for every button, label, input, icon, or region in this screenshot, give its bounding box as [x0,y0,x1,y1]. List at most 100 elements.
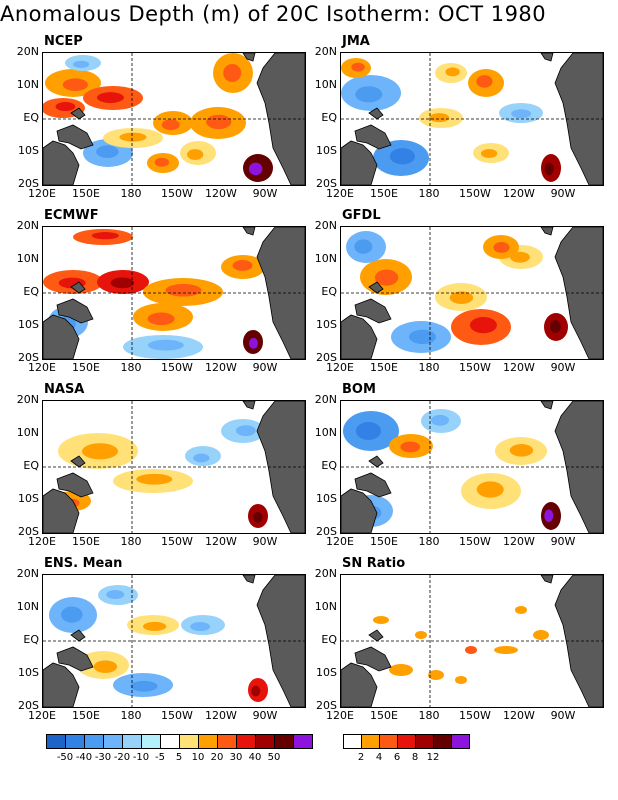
anomaly-contour-core [445,67,460,77]
y-tick-label: 20S [316,177,337,190]
panel-title: ECMWF [44,208,99,223]
colorbar-swatch [199,735,218,748]
anomaly-contour-core [62,78,88,91]
land-mass [540,53,554,62]
y-tick-label: 10S [316,318,337,331]
land-mass [56,472,94,498]
anomaly-contour-core [161,119,180,131]
land-mass [70,629,86,642]
anomaly-contour-core [511,109,532,119]
land-mass [70,455,86,468]
y-tick-label: 20N [16,567,39,580]
colorbar-swatch [161,735,180,748]
y-tick-label: EQ [23,459,39,472]
anomaly-contour-core [544,162,554,176]
colorbar-label: 5 [175,752,183,763]
map-field [341,401,603,533]
x-tick-label: 150E [72,709,100,722]
y-tick-label: 20S [18,699,39,712]
x-tick-label: 180 [120,709,142,722]
anomaly-contour [515,606,527,614]
anomaly-contour [465,646,477,654]
map-field [341,53,603,185]
colorbar-label: 2 [357,752,365,763]
anomaly-contour-core [206,114,232,130]
x-tick-label: 150W [161,187,193,200]
map-field [43,53,305,185]
anomaly-contour-core [232,260,253,271]
anomaly-contour-core [147,312,175,326]
y-tick-label: EQ [321,459,337,472]
colorbar-label: -10 [132,752,150,763]
anomaly-contour-core [81,443,118,460]
land-mass [43,488,80,533]
x-tick-label: 90W [252,709,278,722]
colorbar-swatch [434,735,452,748]
anomaly-contour-core [351,62,365,72]
anomaly-contour-core [253,511,263,523]
anomaly-contour [428,670,444,680]
x-tick-label: 120W [503,361,535,374]
x-tick-label: 150E [370,709,398,722]
y-tick-label: 10N [314,252,337,265]
y-tick-label: 20N [314,45,337,58]
colorbar-label: -20 [113,752,131,763]
y-tick-label: 10N [16,78,39,91]
x-tick-label: 150W [459,187,491,200]
map-field [43,575,305,707]
x-tick-label: 120E [326,361,354,374]
anomaly-contour-core [187,149,204,160]
map-panel [42,400,306,534]
land-mass [341,314,378,359]
x-tick-label: 90W [252,535,278,548]
anomaly-contour-core [248,337,258,349]
anomaly-contour-core [154,157,170,167]
anomaly-contour-core [431,414,450,426]
y-tick-label: 10S [18,318,39,331]
colorbar-swatch [416,735,434,748]
panel-title: NCEP [44,34,83,49]
colorbar-label: -5 [155,752,165,763]
y-tick-label: 10S [18,144,39,157]
anomaly-contour-core [449,291,474,305]
anomaly-contour [415,631,427,639]
anomaly-contour-core [481,148,498,158]
land-mass [540,227,554,236]
land-mass [341,662,378,707]
y-tick-label: 20N [16,219,39,232]
y-tick-label: 20S [18,177,39,190]
x-tick-label: 90W [550,535,576,548]
y-tick-label: 20S [316,525,337,538]
anomaly-contour-core [235,425,256,437]
anomaly-contour-core [223,64,242,83]
colorbar-swatch [104,735,123,748]
land-mass [56,298,94,324]
anomaly-contour-core [136,473,173,485]
colorbar-swatch [344,735,362,748]
y-tick-label: 20S [316,351,337,364]
y-tick-label: 20N [16,45,39,58]
x-tick-label: 90W [550,187,576,200]
anomaly-contour-core [142,621,167,631]
colorbar-swatch [452,735,469,748]
x-tick-label: 180 [418,535,440,548]
anomaly-contour-core [110,277,135,289]
colorbar-swatch [275,735,294,748]
land-mass [242,575,256,584]
x-tick-label: 150W [459,535,491,548]
anomaly-contour-core [409,329,437,345]
land-mass [354,124,392,150]
y-tick-label: EQ [321,285,337,298]
figure-title: Anomalous Depth (m) of 20C Isotherm: OCT… [0,2,547,26]
colorbar-label: -40 [75,752,93,763]
y-tick-label: 20N [16,393,39,406]
x-tick-label: 180 [120,187,142,200]
land-mass [43,140,80,185]
x-tick-label: 90W [252,187,278,200]
x-tick-label: 150W [459,361,491,374]
x-tick-label: 150E [370,187,398,200]
land-mass [56,646,94,672]
y-tick-label: 20N [314,393,337,406]
anomaly-contour-core [248,162,263,176]
panel-title: GFDL [342,208,381,223]
